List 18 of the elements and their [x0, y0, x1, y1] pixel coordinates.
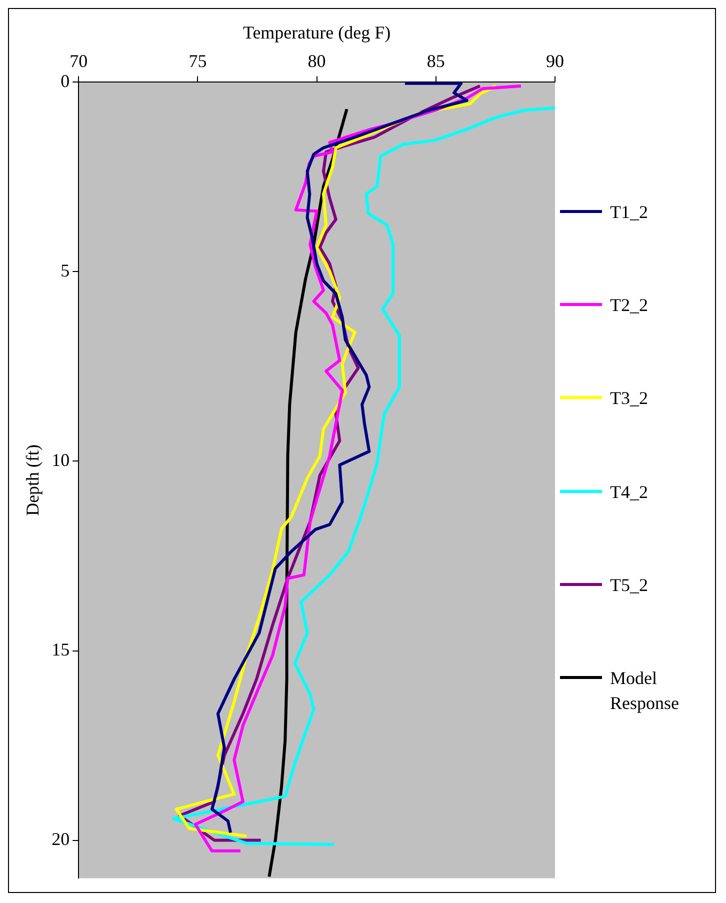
legend-label: T1_2 [610, 201, 649, 224]
y-axis-title: Depth (ft) [22, 444, 43, 516]
legend-label: T3_2 [610, 387, 649, 410]
legend-label: T5_2 [610, 574, 649, 597]
x-tick-label: 85 [426, 51, 445, 72]
legend-label: T2_2 [610, 294, 649, 318]
x-tick-label: 80 [308, 51, 326, 72]
y-tick-label: 10 [52, 450, 70, 470]
x-tick-label: 90 [546, 51, 564, 72]
x-tick-label: 75 [188, 51, 207, 72]
legend-label: Model Response [610, 666, 680, 716]
y-tick-label: 15 [52, 640, 70, 660]
y-tick-label: 0 [60, 70, 70, 91]
y-tick-label: 5 [60, 260, 70, 280]
y-tick-label: 20 [52, 829, 70, 850]
legend-label: T4_2 [610, 480, 649, 504]
x-tick-label: 70 [70, 51, 88, 72]
x-axis-title: Temperature (deg F) [242, 22, 391, 43]
